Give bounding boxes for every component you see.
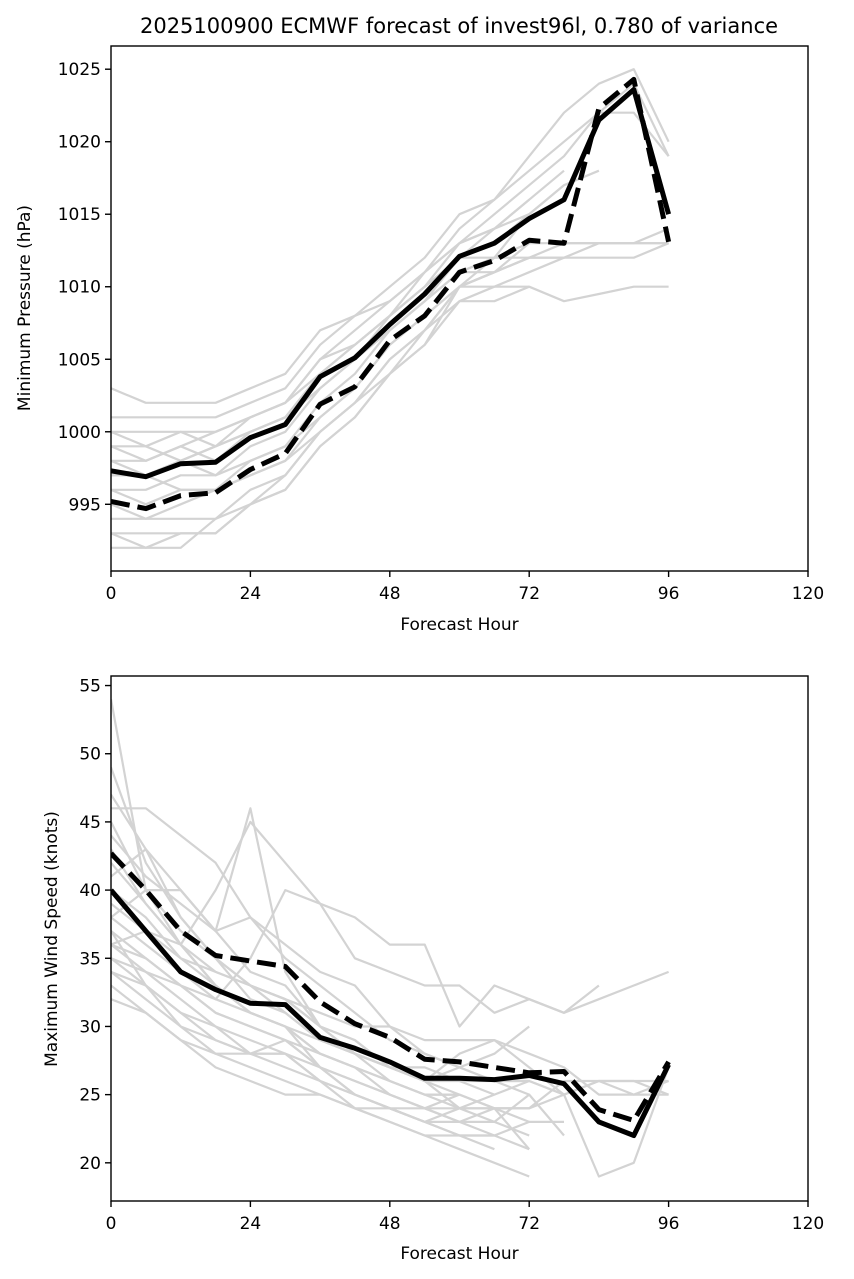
wind-x-tick-label: 72	[518, 1214, 540, 1234]
pressure-y-tick-label: 1015	[58, 205, 101, 225]
pressure-member-line-8	[111, 242, 669, 491]
wind-mean-solid-line	[111, 888, 671, 1138]
pressure-x-ticks: 0 24 48 72 96 120	[106, 571, 824, 604]
pressure-member-line-3	[111, 198, 530, 433]
pressure-x-label: Forecast Hour	[400, 615, 518, 635]
wind-member-line-17	[111, 794, 530, 1110]
wind-member-line-19	[111, 943, 565, 1137]
wind-x-tick-label: 96	[658, 1214, 680, 1234]
pressure-member-line-6	[111, 242, 669, 462]
pressure-y-tick-label: 1005	[58, 350, 101, 370]
wind-x-tick-label: 24	[240, 1214, 262, 1234]
wind-member-line-0	[111, 699, 460, 1096]
pressure-y-label: Minimum Pressure (hPa)	[15, 205, 35, 411]
wind-y-tick-label: 45	[79, 813, 101, 833]
wind-mean-dashed-line	[111, 851, 671, 1123]
wind-x-ticks: 0 24 48 72 96 120	[106, 1201, 824, 1234]
pressure-x-tick-label: 24	[240, 584, 262, 604]
pressure-x-tick-label: 0	[106, 584, 117, 604]
wind-y-tick-label: 30	[79, 1017, 101, 1037]
pressure-x-tick-label: 72	[518, 584, 540, 604]
wind-y-tick-label: 20	[79, 1154, 101, 1174]
wind-y-tick-label: 55	[79, 677, 101, 697]
pressure-member-line-16	[111, 213, 530, 477]
pressure-members	[111, 68, 670, 549]
pressure-member-line-1	[111, 111, 670, 419]
wind-x-tick-label: 48	[379, 1214, 401, 1234]
pressure-mean-dashed-line	[111, 76, 672, 512]
wind-y-label: Maximum Wind Speed (knots)	[42, 811, 62, 1067]
pressure-means	[111, 76, 672, 512]
wind-y-tick-label: 50	[79, 745, 101, 765]
wind-member-line-20	[111, 848, 530, 1137]
wind-y-tick-label: 40	[79, 881, 101, 901]
wind-member-line-23	[111, 970, 565, 1123]
pressure-y-tick-label: 995	[69, 495, 101, 515]
wind-x-tick-label: 120	[792, 1214, 824, 1234]
chart-title: 2025100900 ECMWF forecast of invest96l, …	[140, 14, 778, 38]
pressure-x-tick-label: 96	[658, 584, 680, 604]
wind-members	[111, 699, 670, 1178]
pressure-mean-solid-line	[111, 87, 672, 480]
pressure-y-tick-label: 1020	[58, 133, 101, 153]
wind-member-line-4	[111, 820, 600, 1014]
wind-member-line-7	[111, 862, 669, 1096]
wind-axes: 0 24 48 72 96 120 20 25 30 35 40 45 50 55 Forecast H…	[42, 675, 824, 1264]
wind-x-tick-label: 0	[106, 1214, 117, 1234]
wind-member-line-5	[111, 889, 670, 1028]
wind-y-tick-label: 25	[79, 1086, 101, 1106]
pressure-x-tick-label: 120	[792, 584, 824, 604]
wind-member-line-13	[111, 971, 530, 1178]
pressure-y-tick-label: 1025	[58, 60, 101, 80]
wind-y-tick-label: 35	[79, 949, 101, 969]
pressure-axes: 0 24 48 72 96 120 995 1000 1005 1010 1015 1020 1025…	[15, 45, 824, 635]
wind-axes-frame	[110, 675, 809, 1202]
pressure-axes-frame	[110, 45, 809, 572]
pressure-member-line-0	[111, 68, 670, 404]
wind-member-line-22	[111, 821, 530, 1083]
wind-x-label: Forecast Hour	[400, 1244, 518, 1264]
wind-y-ticks: 20 25 30 35 40 45 50 55	[79, 677, 111, 1174]
pressure-y-ticks: 995 1000 1005 1010 1015 1020 1025	[58, 60, 111, 515]
pressure-y-tick-label: 1000	[58, 423, 101, 443]
pressure-member-line-2	[111, 82, 670, 448]
pressure-y-tick-label: 1010	[58, 278, 101, 298]
pressure-member-line-14	[111, 242, 530, 549]
pressure-x-tick-label: 48	[379, 584, 401, 604]
wind-means	[111, 851, 671, 1138]
pressure-member-line-12	[111, 256, 565, 535]
